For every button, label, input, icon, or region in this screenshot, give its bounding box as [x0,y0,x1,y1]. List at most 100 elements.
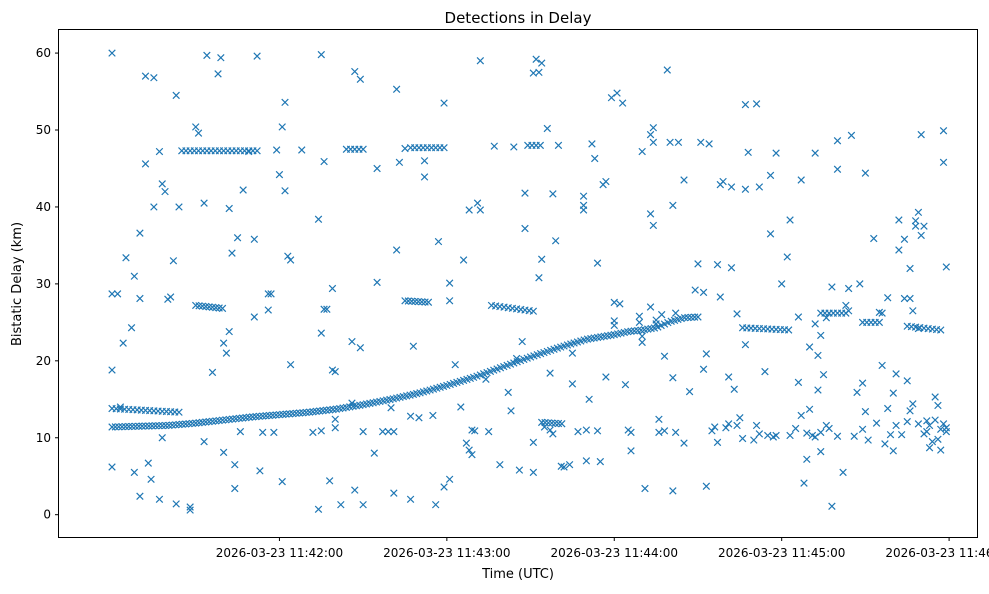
detection-marker [395,158,404,167]
detection-marker [655,428,663,437]
detection-marker [680,439,688,447]
detection-marker [794,313,803,321]
detection-marker [231,484,239,493]
detection-marker [903,417,911,426]
detection-marker [811,320,819,328]
detection-marker [551,237,560,245]
detection-marker [317,50,326,59]
detection-marker [440,143,448,152]
detection-marker [861,169,870,177]
detection-marker [161,187,169,196]
detection-marker [558,420,566,428]
detection-marker [797,411,805,420]
detection-marker [286,360,295,369]
detection-marker [817,428,825,437]
detection-marker [602,373,610,381]
detection-marker [591,154,599,163]
detection-marker [359,145,367,153]
detection-marker [420,173,429,181]
detection-marker [883,294,892,302]
detection-marker [155,147,164,156]
detection-marker [518,337,526,346]
detection-marker [914,324,923,333]
detection-marker [669,487,677,495]
x-tick-label: 2026-03-23 11:42:00 [216,546,343,560]
detection-marker [646,210,655,218]
detection-marker [317,427,326,435]
detection-marker [741,185,750,193]
detection-marker [136,294,144,303]
detection-marker [582,426,591,434]
detection-marker [900,294,909,303]
detection-marker [911,222,920,230]
detection-marker [298,146,306,154]
y-tick-label: 30 [36,277,51,291]
detection-marker [138,422,146,430]
detection-marker [445,475,454,484]
detection-marker [588,140,596,148]
detection-marker [699,288,708,297]
data-markers [108,49,951,514]
detection-marker [256,467,264,475]
detection-marker [574,427,582,436]
detection-marker [579,206,588,214]
detection-marker [669,374,677,382]
detection-marker [716,293,725,301]
detection-marker [532,55,540,63]
detection-marker [741,100,750,109]
detection-marker [730,385,738,394]
detection-marker [465,446,473,454]
detection-marker [225,204,233,213]
detection-marker [844,284,853,293]
detection-marker [113,290,122,298]
detection-marker [892,370,900,378]
detection-marker [155,495,164,504]
detection-marker [468,450,476,459]
detection-marker [883,404,892,413]
detection-marker [484,427,493,436]
detection-marker [236,427,245,436]
detection-marker [733,310,741,318]
detection-marker [657,310,666,319]
detection-marker [596,457,605,466]
detection-marker [536,141,545,150]
detection-marker [805,343,814,351]
detection-marker [258,428,267,437]
detection-marker [108,463,116,471]
detection-marker [161,421,170,430]
detection-marker [535,274,543,282]
detection-marker [543,124,552,133]
detection-marker [833,165,842,173]
detection-marker [752,100,761,108]
detection-marker [415,414,423,422]
y-tick-label: 0 [43,508,51,522]
detection-marker [839,468,847,477]
detection-marker [482,375,490,384]
detection-marker [127,324,136,332]
detection-marker [172,91,180,100]
detection-marker [702,350,711,358]
detection-marker [939,127,948,135]
detection-marker [424,298,433,306]
detection-marker [351,67,359,76]
detection-marker [942,427,951,436]
detection-marker [169,257,178,265]
detection-marker [568,349,577,357]
detection-marker [713,260,722,269]
detection-marker [811,149,819,157]
detection-marker [406,495,415,504]
detection-marker [264,306,272,314]
detection-marker [370,449,379,457]
detection-marker [794,378,803,387]
detection-marker [646,303,655,311]
detection-marker [136,229,144,237]
detection-marker [627,428,635,437]
detection-marker [253,52,261,60]
detection-marker [445,279,454,287]
detection-marker [128,422,136,431]
detection-marker [186,506,194,514]
detection-marker [906,407,914,415]
detection-marker [267,290,275,298]
detection-marker [610,298,618,307]
